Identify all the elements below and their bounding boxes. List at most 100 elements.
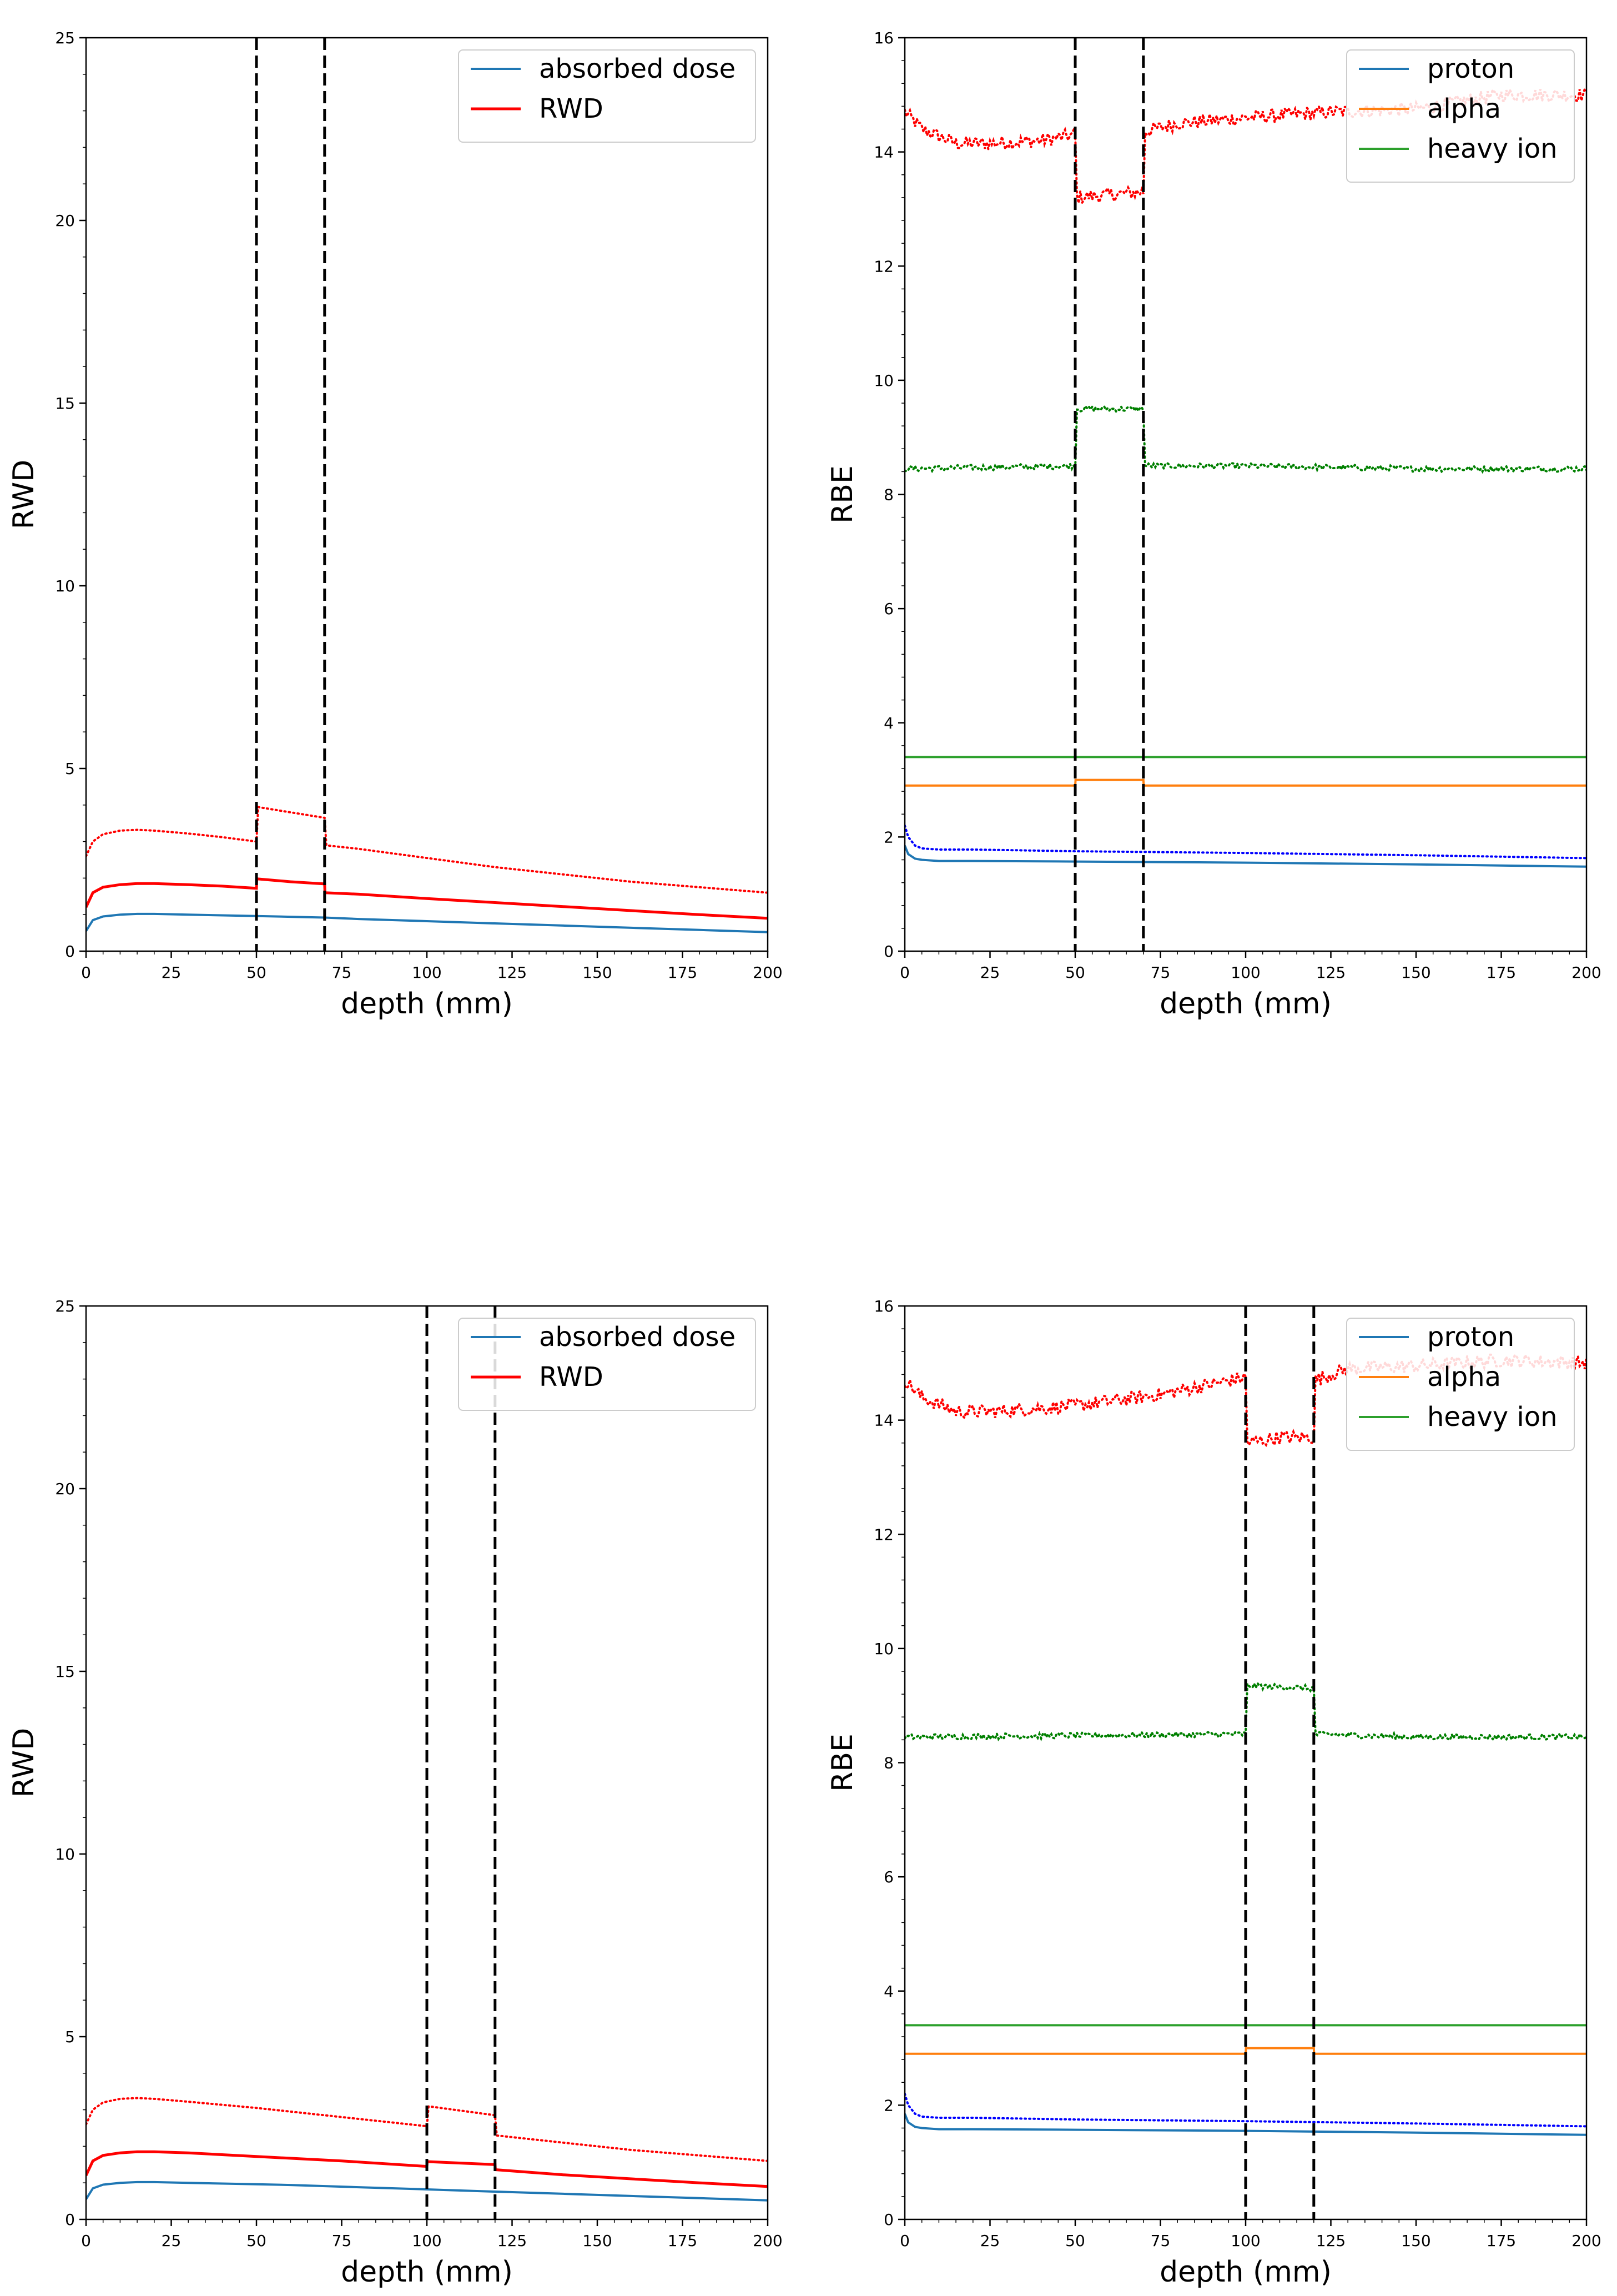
x-tick-label: 200	[1571, 2232, 1601, 2250]
series-proton-dotted	[905, 2092, 1586, 2128]
y-tick-label: 25	[55, 29, 75, 47]
series-rwd	[86, 2150, 768, 2188]
x-axis-label: depth (mm)	[1160, 2255, 1332, 2289]
y-tick-label: 0	[65, 2210, 75, 2229]
y-tick-label: 20	[55, 1480, 75, 1498]
y-tick-label: 2	[884, 2096, 894, 2114]
series-absorbed-dose	[86, 912, 768, 933]
y-tick-label: 25	[55, 1297, 75, 1315]
x-tick-label: 175	[1487, 2232, 1516, 2250]
y-tick-label: 10	[55, 577, 75, 595]
series-absorbed-dose	[86, 2181, 768, 2202]
x-tick-label: 25	[162, 2232, 182, 2250]
series-heavy-ion-dotted	[905, 404, 1586, 474]
x-tick-label: 25	[980, 963, 1000, 982]
x-tick-label: 200	[753, 963, 782, 982]
x-tick-label: 75	[1151, 963, 1171, 982]
y-tick-label: 10	[874, 1640, 894, 1658]
x-tick-label: 75	[332, 963, 352, 982]
series-proton	[905, 845, 1586, 868]
x-tick-label: 100	[1231, 2232, 1260, 2250]
legend-label-alpha: alpha	[1427, 1361, 1501, 1393]
y-tick-label: 5	[65, 760, 75, 778]
series-rwd	[86, 877, 768, 920]
x-tick-label: 100	[412, 2232, 441, 2250]
y-tick-label: 4	[884, 1982, 894, 2001]
panel-rbe_bottom: 0 25 50 75 100 125 150 175 200 0 2 4 6 8 10 12 14 16 depth…	[826, 1297, 1601, 2289]
legend-label-alpha: alpha	[1427, 93, 1501, 124]
y-tick-label: 15	[55, 394, 75, 413]
x-tick-label: 150	[1401, 2232, 1430, 2250]
series-alpha	[905, 2047, 1586, 2055]
x-tick-label: 175	[668, 963, 697, 982]
legend-box	[458, 1318, 756, 1411]
x-axis-label: depth (mm)	[341, 987, 513, 1021]
y-tick-label: 8	[884, 486, 894, 504]
x-tick-label: 150	[1401, 963, 1430, 982]
legend-label-absorbed-dose: absorbed dose	[539, 1322, 736, 1353]
x-tick-label: 50	[246, 963, 266, 982]
legend-label-RWD: RWD	[539, 1361, 603, 1393]
x-axis-label: depth (mm)	[341, 2255, 513, 2289]
legend-label-RWD: RWD	[539, 93, 603, 124]
series-alpha	[905, 778, 1586, 787]
x-tick-label: 200	[1571, 963, 1601, 982]
x-tick-label: 125	[497, 2232, 527, 2250]
y-tick-label: 16	[874, 1297, 894, 1315]
plot-area	[86, 806, 768, 933]
x-tick-label: 150	[582, 963, 612, 982]
legend-label-absorbed-dose: absorbed dose	[539, 53, 736, 84]
x-tick-label: 125	[1316, 963, 1346, 982]
y-tick-label: 20	[55, 212, 75, 230]
panel-rwd_bottom: 0 25 50 75 100 125 150 175 200 0 5 10 15 20 25 depth (m…	[7, 1297, 783, 2289]
y-tick-label: 0	[884, 942, 894, 961]
x-tick-label: 100	[1231, 963, 1260, 982]
legend: proton alpha heavy ion	[1346, 49, 1575, 183]
x-tick-label: 200	[753, 2232, 782, 2250]
x-tick-label: 50	[1065, 2232, 1085, 2250]
legend: absorbed dose RWD	[458, 49, 756, 143]
x-tick-label: 25	[162, 963, 182, 982]
y-tick-label: 8	[884, 1754, 894, 1772]
x-tick-label: 150	[582, 2232, 612, 2250]
x-tick-label: 175	[668, 2232, 697, 2250]
x-axis-label: depth (mm)	[1160, 987, 1332, 1021]
x-tick-label: 75	[332, 2232, 352, 2250]
legend-box	[458, 49, 756, 143]
legend-label-proton: proton	[1427, 1322, 1514, 1353]
panel-rbe_top: 0 25 50 75 100 125 150 175 200 0 2 4 6 8 10 12 14 16 depth…	[826, 29, 1601, 1021]
y-tick-label: 15	[55, 1662, 75, 1681]
panel-rwd_top: 0 25 50 75 100 125 150 175 200 0 5 10 15 20 25 depth (m…	[7, 29, 783, 1021]
x-tick-label: 50	[1065, 963, 1085, 982]
series-proton	[905, 2113, 1586, 2136]
y-tick-label: 12	[874, 1525, 894, 1544]
y-tick-label: 14	[874, 1411, 894, 1430]
y-tick-label: 14	[874, 143, 894, 162]
y-tick-label: 2	[884, 828, 894, 846]
x-tick-label: 0	[900, 963, 910, 982]
legend-label-heavy-ion: heavy ion	[1427, 1401, 1558, 1433]
x-tick-label: 75	[1151, 2232, 1171, 2250]
y-axis-label: RWD	[7, 1728, 41, 1797]
y-tick-label: 5	[65, 2028, 75, 2046]
y-tick-label: 0	[65, 942, 75, 961]
series-proton-dotted	[905, 824, 1586, 860]
x-tick-label: 125	[1316, 2232, 1346, 2250]
y-tick-label: 6	[884, 600, 894, 618]
y-tick-label: 10	[874, 371, 894, 390]
x-tick-label: 0	[81, 2232, 91, 2250]
y-axis-label: RBE	[826, 1734, 859, 1792]
x-tick-label: 0	[81, 963, 91, 982]
x-tick-label: 125	[497, 963, 527, 982]
y-tick-label: 12	[874, 257, 894, 275]
legend-label-proton: proton	[1427, 53, 1514, 84]
y-tick-label: 0	[884, 2210, 894, 2229]
legend: proton alpha heavy ion	[1346, 1318, 1575, 1451]
y-tick-label: 6	[884, 1868, 894, 1886]
y-axis-label: RBE	[826, 465, 859, 524]
y-axis-label: RWD	[7, 460, 41, 529]
x-tick-label: 50	[246, 2232, 266, 2250]
y-tick-label: 16	[874, 29, 894, 47]
legend: absorbed dose RWD	[458, 1318, 756, 1411]
